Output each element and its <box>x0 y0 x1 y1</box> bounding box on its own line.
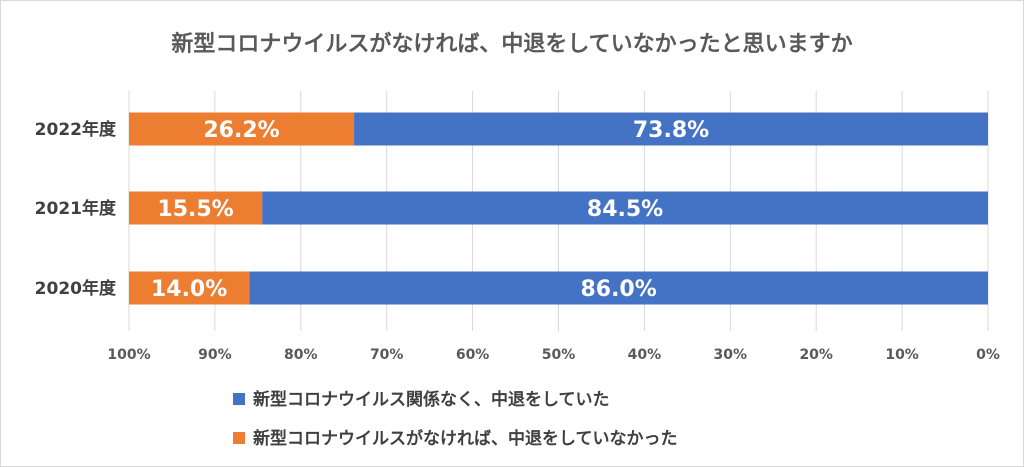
legend: 新型コロナウイルス関係なく、中退をしていた新型コロナウイルスがなければ、中退をし… <box>233 389 678 449</box>
x-tick-label: 20% <box>799 347 833 363</box>
data-label: 14.0% <box>151 277 227 302</box>
bars <box>129 112 989 305</box>
bar-segment <box>129 191 263 225</box>
category-label: 2022年度 <box>35 119 117 140</box>
x-tick-label: 80% <box>284 347 318 363</box>
data-label: 15.5% <box>157 197 233 222</box>
bar-segment <box>129 112 355 146</box>
x-tick-label: 70% <box>370 347 404 363</box>
x-tick-labels: 100% 90% 80% 70% 60% 50% 40% 30% 20% 10% 0% <box>107 347 1000 363</box>
bar-segment <box>262 191 988 225</box>
category-label: 2020年度 <box>35 278 117 299</box>
x-tick-label: 50% <box>542 347 576 363</box>
bar-segment <box>129 271 250 305</box>
legend-swatch <box>233 432 245 444</box>
x-tick-label: 0% <box>976 347 1000 363</box>
chart-title: 新型コロナウイルスがなければ、中退をしていなかったと思いますか <box>171 31 852 57</box>
bar-segment <box>249 271 988 305</box>
data-label: 84.5% <box>587 197 663 222</box>
category-labels: 2022年度 2021年度 2020年度 <box>35 119 117 299</box>
x-tick-label: 90% <box>198 347 232 363</box>
data-label: 73.8% <box>633 118 709 143</box>
x-tick-label: 60% <box>456 347 490 363</box>
x-tick-label: 10% <box>885 347 919 363</box>
x-tick-label: 40% <box>628 347 662 363</box>
x-tick-label: 30% <box>714 347 748 363</box>
legend-entry: 新型コロナウイルス関係なく、中退をしていた <box>253 389 610 410</box>
bar-segment <box>354 112 989 146</box>
x-tick-label: 100% <box>107 347 150 363</box>
legend-swatch <box>233 393 245 405</box>
data-labels: 73.8% 26.2% 84.5% 15.5% 86.0% 14.0% <box>151 118 709 302</box>
data-label: 26.2% <box>203 118 279 143</box>
data-label: 86.0% <box>580 277 656 302</box>
category-label: 2021年度 <box>35 198 117 219</box>
legend-entry: 新型コロナウイルスがなければ、中退をしていなかった <box>253 428 678 449</box>
